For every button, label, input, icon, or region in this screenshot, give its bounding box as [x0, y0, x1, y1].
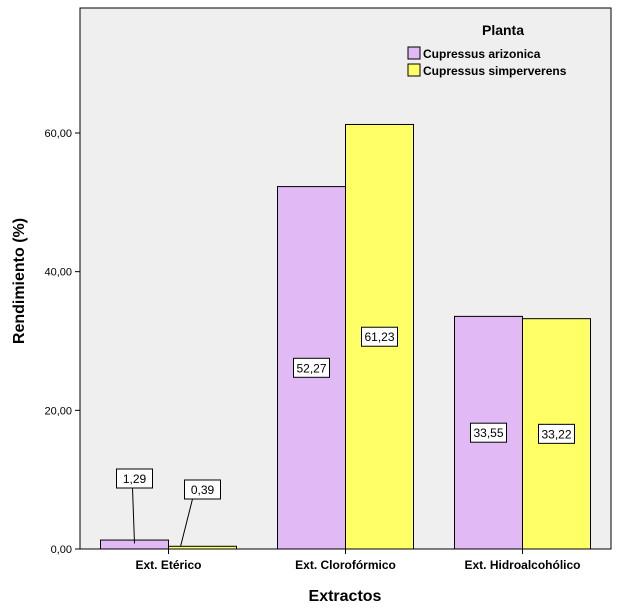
value-label-box: [293, 357, 330, 378]
value-label-cupressus-arizonica-ext-eterico: 1,29: [123, 472, 147, 486]
value-label-box: [361, 326, 398, 347]
legend-title: Planta: [482, 22, 524, 38]
bar-cupressus-simperverens-ext-eterico: [168, 545, 237, 550]
y-tick-label: 0,00: [51, 544, 72, 556]
legend: Planta Cupressus arizonica Cupressus sim…: [407, 22, 567, 78]
value-labels: 1,29 0,39 52,27 61,23 33,55 33,22: [116, 326, 575, 547]
value-label-leader: [132, 487, 135, 544]
value-label-box: [184, 479, 221, 500]
value-label-leader: [180, 498, 193, 547]
y-tick-label: 40,00: [44, 267, 72, 279]
y-axis: 0,00 20,00 40,00 60,00: [44, 128, 80, 556]
legend-swatch-cupressus-arizonica: [407, 46, 421, 60]
value-label-box: [470, 422, 507, 443]
legend-swatch-cupressus-simperverens: [407, 63, 421, 77]
value-label-cupressus-simperverens-ext-eterico: 0,39: [191, 483, 215, 497]
x-tick-label: Ext. Etérico: [135, 558, 201, 572]
y-tick-label: 20,00: [44, 405, 72, 417]
value-label-box: [538, 423, 575, 444]
y-axis-label: Rendimiento (%): [11, 218, 28, 344]
value-label-cupressus-simperverens-ext-cloroformico: 61,23: [364, 330, 394, 344]
value-label-cupressus-simperverens-ext-hidroalcoholico: 33,22: [541, 427, 571, 441]
x-axis-label: Extractos: [309, 588, 382, 605]
x-tick-label: Ext. Clorofórmico: [295, 558, 396, 572]
x-tick-label: Ext. Hidroalcohólico: [464, 558, 580, 572]
value-label-cupressus-arizonica-ext-hidroalcoholico: 33,55: [473, 426, 503, 440]
legend-label-cupressus-simperverens: Cupressus simperverens: [423, 64, 567, 78]
y-tick-label: 60,00: [44, 128, 72, 140]
value-label-box: [116, 468, 153, 489]
x-axis: Ext. Etérico Ext. Clorofórmico Ext. Hidroa…: [135, 549, 581, 572]
value-label-cupressus-arizonica-ext-cloroformico: 52,27: [296, 361, 326, 375]
legend-label-cupressus-arizonica: Cupressus arizonica: [423, 47, 541, 61]
